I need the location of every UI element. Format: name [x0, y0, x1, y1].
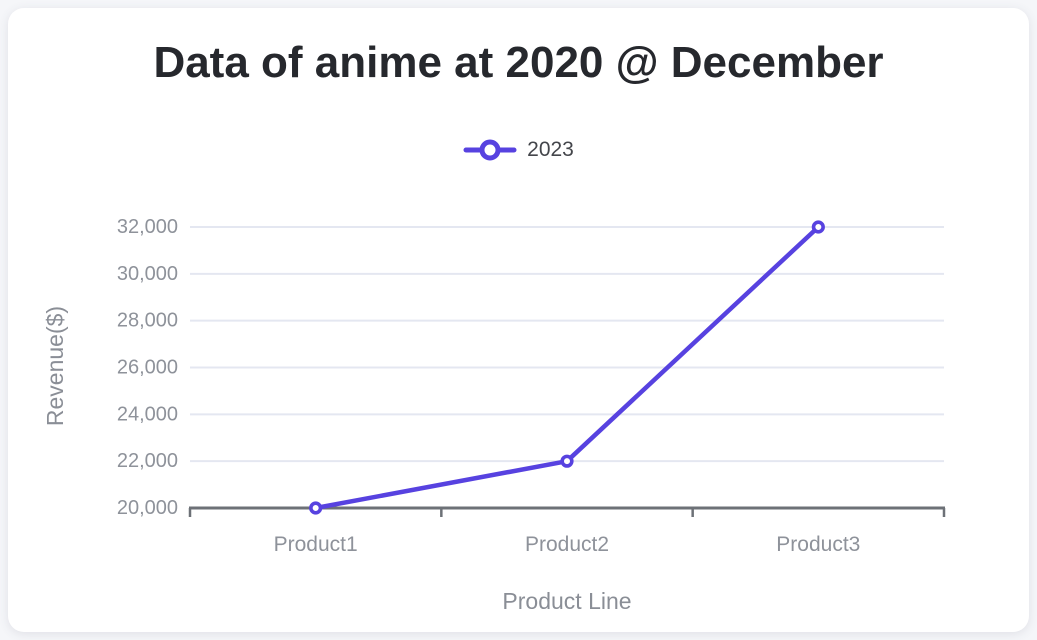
- x-tick-label: Product2: [525, 533, 609, 556]
- y-tick-label: 22,000: [117, 450, 178, 472]
- y-tick-label: 30,000: [117, 263, 178, 285]
- y-tick-label: 20,000: [117, 497, 178, 519]
- y-tick-label: 26,000: [117, 357, 178, 379]
- data-point: [309, 501, 323, 515]
- y-axis-title: Revenue($): [42, 305, 68, 427]
- y-tick-label: 32,000: [117, 216, 178, 238]
- y-tick-label: 28,000: [117, 310, 178, 332]
- legend[interactable]: 2023: [0, 138, 1037, 162]
- x-tick-label: Product1: [274, 533, 358, 556]
- legend-line-marker-icon: [463, 139, 517, 161]
- data-point: [560, 454, 574, 468]
- y-tick-label: 24,000: [117, 403, 178, 425]
- legend-series-label: 2023: [527, 138, 574, 161]
- x-tick-label: Product3: [776, 533, 860, 556]
- data-point: [811, 220, 825, 234]
- chart-title: Data of anime at 2020 @ December: [153, 38, 884, 87]
- x-axis-title: Product Line: [502, 588, 632, 614]
